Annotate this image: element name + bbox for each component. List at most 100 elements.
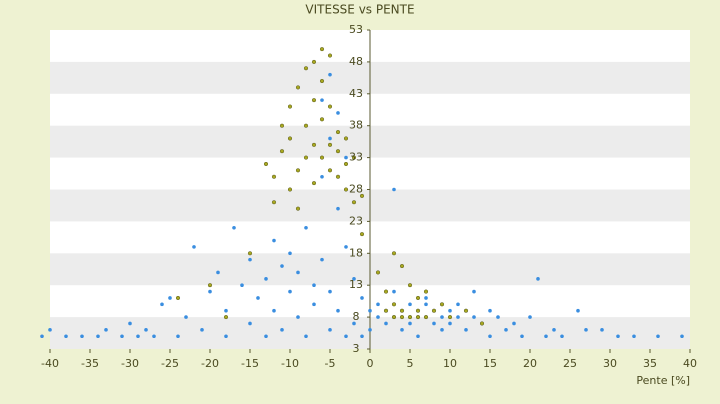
point — [472, 289, 476, 294]
point — [399, 308, 405, 313]
point — [295, 168, 301, 173]
point — [432, 321, 436, 326]
point — [288, 251, 292, 256]
point — [383, 289, 389, 294]
point — [168, 296, 172, 300]
point — [680, 334, 684, 339]
point — [328, 136, 332, 141]
point — [423, 315, 429, 320]
y-tick-label: 28 — [349, 183, 363, 196]
x-tick-label: -25 — [161, 357, 179, 370]
x-tick-label: 30 — [603, 357, 617, 370]
point — [391, 251, 397, 256]
point — [200, 328, 204, 332]
point — [343, 161, 349, 167]
x-tick-label: -30 — [121, 357, 139, 370]
point — [351, 200, 357, 205]
point — [528, 315, 532, 319]
point — [272, 308, 276, 313]
point — [208, 289, 212, 294]
point — [264, 277, 268, 281]
point — [512, 321, 516, 326]
x-tick-label: 35 — [643, 357, 657, 370]
y-tick-label: 53 — [349, 23, 363, 36]
point — [304, 225, 308, 230]
point — [335, 149, 341, 154]
point — [463, 308, 469, 313]
x-tick-label: -5 — [325, 357, 336, 370]
point — [392, 289, 396, 294]
point — [224, 308, 228, 313]
y-tick-label: 23 — [349, 214, 363, 227]
y-tick-label: 13 — [349, 278, 363, 291]
point — [479, 321, 485, 326]
point — [399, 315, 405, 320]
point — [383, 308, 389, 313]
point — [399, 264, 405, 269]
point — [343, 187, 349, 192]
point — [496, 315, 500, 319]
point — [319, 155, 325, 160]
x-axis-label: Pente [%] — [636, 374, 690, 387]
point — [424, 296, 428, 300]
point — [312, 302, 316, 307]
point — [392, 187, 396, 192]
point — [407, 283, 413, 288]
point — [176, 334, 180, 339]
point — [247, 251, 253, 256]
point — [312, 283, 316, 288]
point — [616, 334, 620, 339]
point — [351, 155, 357, 160]
point — [184, 315, 188, 319]
chart-title: VITESSE vs PENTE — [305, 3, 414, 17]
point — [375, 270, 381, 275]
point — [327, 142, 333, 147]
point — [368, 328, 372, 332]
x-tick-label: 0 — [367, 357, 374, 370]
point — [504, 328, 508, 332]
point — [576, 308, 580, 313]
point — [263, 161, 269, 167]
point — [632, 334, 636, 339]
point — [336, 111, 340, 115]
point — [335, 130, 341, 135]
point — [488, 308, 492, 313]
point — [240, 283, 244, 288]
point — [192, 245, 196, 249]
point — [248, 257, 252, 262]
point — [311, 142, 317, 147]
point — [656, 334, 660, 339]
point — [160, 302, 164, 307]
point — [207, 283, 213, 288]
point — [440, 328, 444, 332]
point — [415, 295, 421, 301]
point — [424, 302, 428, 307]
point — [144, 328, 148, 332]
point — [311, 181, 317, 186]
point — [303, 123, 309, 128]
point — [520, 334, 524, 339]
point — [560, 334, 564, 339]
point — [120, 334, 124, 339]
point — [352, 321, 356, 326]
point — [136, 334, 140, 339]
point — [376, 302, 380, 307]
y-tick-label: 38 — [349, 119, 363, 132]
point — [295, 85, 301, 90]
point — [279, 149, 285, 154]
x-tick-label: -40 — [41, 357, 59, 370]
point — [327, 53, 333, 58]
point — [327, 104, 333, 109]
point — [303, 155, 309, 160]
point — [335, 174, 341, 179]
y-tick-label: 8 — [353, 310, 360, 323]
point — [415, 308, 421, 313]
point — [296, 270, 300, 275]
y-tick-label: 18 — [349, 246, 363, 259]
point — [447, 315, 453, 320]
point — [423, 289, 429, 294]
point — [80, 334, 84, 339]
x-tick-label: -15 — [241, 357, 259, 370]
point — [456, 302, 460, 307]
